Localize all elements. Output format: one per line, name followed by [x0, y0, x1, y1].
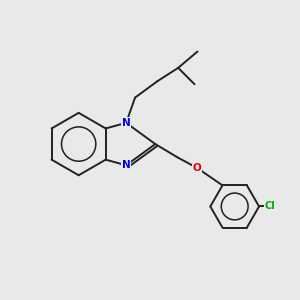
Text: N: N [122, 160, 130, 170]
Text: O: O [193, 163, 201, 173]
Text: Cl: Cl [265, 202, 276, 212]
Text: N: N [122, 118, 130, 128]
